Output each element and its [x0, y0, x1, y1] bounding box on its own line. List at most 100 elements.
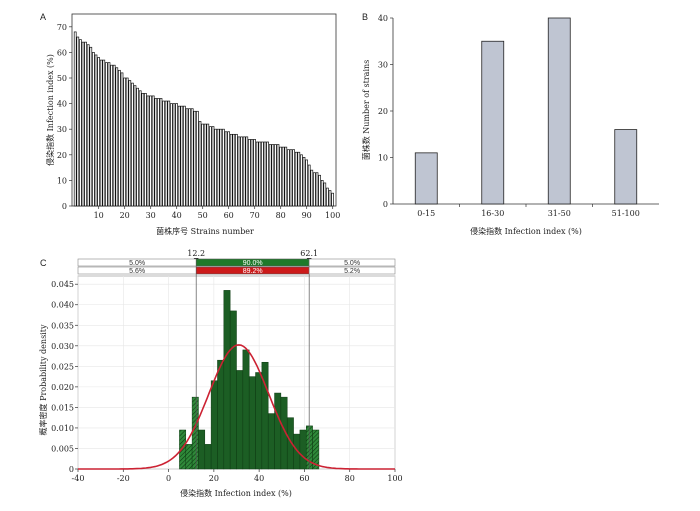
- panel-c-marker-label: 12.2: [187, 249, 205, 258]
- panel-b: B 菌株数 Number of strains 侵染指数 Infection i…: [361, 12, 659, 236]
- panel-a-bar: [292, 149, 295, 207]
- panel-c-histogram-bar: [191, 396, 199, 470]
- panel-b-bar: [614, 129, 638, 205]
- panel-c-xtick-label: 0: [166, 474, 171, 483]
- panel-c-histogram-bar: [229, 310, 237, 470]
- panel-a-bar: [229, 133, 233, 207]
- panel-b-ytick-label: 20: [378, 107, 388, 116]
- panel-a-bar: [170, 103, 173, 207]
- panel-a-bar: [258, 141, 262, 207]
- panel-a-bar: [141, 93, 145, 207]
- panel-c-histogram-bar: [274, 392, 282, 470]
- panel-b-xtick-label: 51-100: [612, 209, 640, 218]
- panel-c-histogram-bar: [198, 429, 206, 470]
- panel-a-bar: [131, 82, 134, 207]
- panel-a-bar: [76, 36, 80, 207]
- panel-a-bar: [86, 44, 90, 207]
- panel-a-bar: [281, 146, 285, 207]
- panel-a-bar: [227, 131, 230, 207]
- panel-c-xtick-label: -40: [72, 474, 85, 483]
- panel-a-bar: [102, 59, 106, 207]
- panel-c-marker-label: 62.1: [300, 249, 318, 258]
- panel-a-bar: [216, 128, 220, 207]
- panel-c-histogram-bar: [210, 380, 218, 470]
- panel-a-bar: [149, 95, 152, 207]
- panel-a: A 侵染指数 Infection index (%) 菌株序号 Strains …: [40, 12, 340, 236]
- panel-a-ytick-label: 40: [57, 100, 67, 109]
- panel-a-xtick-label: 40: [172, 211, 182, 220]
- panel-c-histogram-bar: [255, 372, 263, 470]
- panel-c-band-middle-label: 89.2%: [243, 268, 263, 275]
- panel-a-bar: [81, 41, 85, 207]
- panel-a-bar: [287, 149, 290, 207]
- panel-a-bar: [232, 133, 236, 207]
- panel-a-bar: [198, 121, 202, 207]
- panel-a-bar: [162, 100, 165, 207]
- panel-c-histogram-bar: [312, 429, 320, 470]
- panel-c-histogram-bar: [242, 349, 250, 470]
- panel-c-band-right: [308, 266, 396, 275]
- panel-a-bar: [253, 139, 256, 207]
- panel-a-bar: [105, 62, 108, 207]
- panel-a-ylabel: 侵染指数 Infection index (%): [45, 54, 55, 166]
- panel-a-bar: [284, 146, 288, 207]
- panel-a-bar: [159, 98, 163, 207]
- panel-a-bar: [164, 100, 168, 207]
- panel-a-bar: [261, 141, 264, 207]
- panel-c-band-right-label: 5.0%: [344, 260, 360, 267]
- panel-a-bar: [268, 144, 272, 207]
- panel-a-ytick-label: 30: [57, 125, 67, 134]
- panel-c-ylabel: 概率密度 Probability density: [38, 324, 48, 435]
- panel-c: C 概率密度 Probability density 侵染指数 Infectio…: [38, 249, 403, 498]
- panel-a-bar: [154, 98, 158, 207]
- panel-c-ytick-label: 0.015: [51, 403, 74, 412]
- panel-a-bar: [323, 182, 327, 207]
- panel-a-bar: [276, 144, 280, 207]
- panel-a-bar: [245, 136, 249, 207]
- panel-a-xtick-label: 90: [302, 211, 312, 220]
- panel-b-ytick-label: 30: [378, 61, 388, 70]
- panel-a-bar: [237, 136, 241, 207]
- panel-a-xtick-label: 70: [250, 211, 260, 220]
- panel-a-bar: [175, 103, 178, 207]
- panel-c-xtick-label: 100: [387, 474, 402, 483]
- panel-c-histogram-bar: [204, 444, 212, 470]
- panel-a-bar: [248, 139, 251, 207]
- panel-a-bar: [271, 144, 275, 207]
- panel-a-bar: [180, 105, 184, 207]
- panel-a-bar: [138, 90, 142, 207]
- panel-a-bar: [185, 108, 189, 207]
- panel-c-ytick-label: 0.035: [51, 321, 74, 330]
- panel-a-bar: [203, 123, 207, 207]
- panel-a-xtick-label: 10: [94, 211, 104, 220]
- panel-a-xtick-label: 30: [146, 211, 156, 220]
- panel-c-histogram-bar: [185, 444, 193, 470]
- panel-a-bar: [307, 164, 311, 207]
- panel-b-bar: [481, 40, 505, 205]
- panel-a-bar: [300, 154, 303, 207]
- panel-c-xlabel: 侵染指数 Infection index (%): [180, 488, 292, 498]
- panel-b-bar: [547, 17, 571, 205]
- panel-a-bar: [209, 126, 212, 207]
- panel-a-bar: [120, 72, 124, 207]
- panel-c-histogram-bar: [299, 429, 307, 470]
- panel-a-bar: [313, 172, 316, 207]
- panel-a-bar: [219, 128, 223, 207]
- panel-a-bar: [279, 146, 282, 207]
- panel-a-xtick-label: 80: [276, 211, 286, 220]
- panel-a-bar: [263, 141, 267, 207]
- panel-a-bar: [73, 31, 77, 207]
- panel-b-xlabel: 侵染指数 Infection index (%): [470, 226, 582, 236]
- panel-a-bar: [326, 187, 329, 207]
- panel-a-bar: [235, 133, 238, 207]
- panel-b-ytick-label: 40: [378, 14, 388, 23]
- panel-c-xtick-label: -20: [117, 474, 130, 483]
- panel-a-ytick-label: 10: [57, 176, 67, 185]
- panel-a-bar: [310, 169, 314, 207]
- panel-a-bar: [294, 151, 298, 207]
- panel-c-ytick-label: 0.020: [51, 383, 74, 392]
- panel-c-ytick-label: 0: [69, 465, 74, 474]
- panel-a-bar: [305, 159, 308, 207]
- panel-a-bar: [201, 123, 204, 207]
